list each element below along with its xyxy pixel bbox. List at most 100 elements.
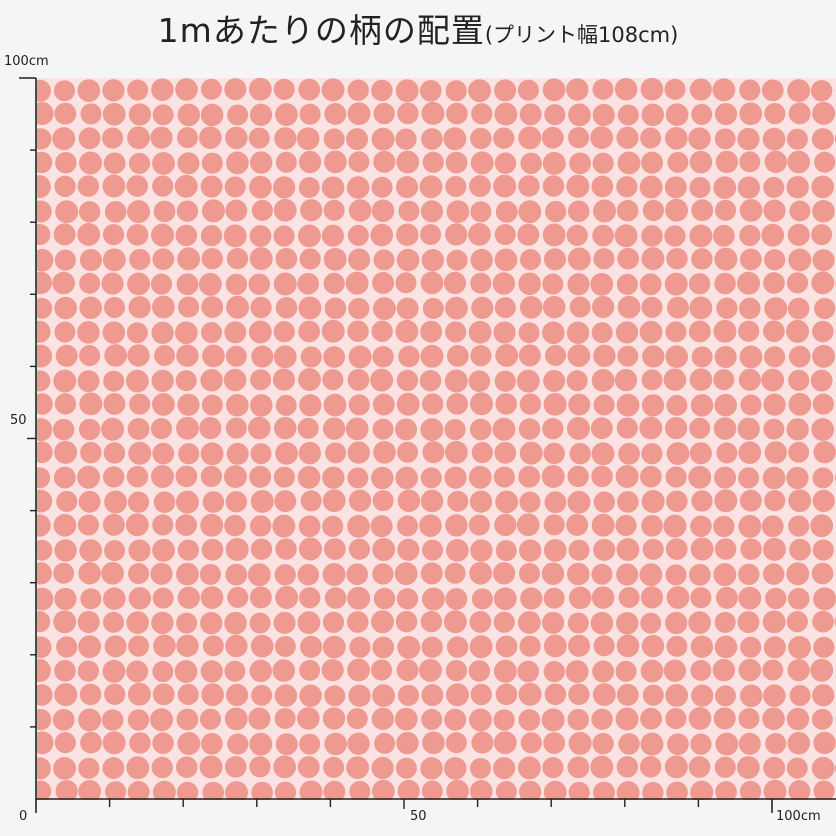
pattern-dot bbox=[591, 563, 613, 585]
pattern-dot bbox=[54, 249, 76, 271]
pattern-dot bbox=[324, 297, 347, 320]
pattern-dot bbox=[667, 733, 689, 756]
pattern-dot bbox=[126, 756, 150, 780]
pattern-dot bbox=[322, 563, 346, 587]
pattern-dot bbox=[128, 103, 152, 126]
pattern-dot bbox=[738, 658, 762, 682]
pattern-dot bbox=[77, 465, 101, 489]
pattern-dot bbox=[761, 79, 784, 102]
pattern-dot bbox=[201, 538, 224, 561]
pattern-dot bbox=[346, 176, 370, 199]
pattern-dot bbox=[690, 635, 714, 658]
pattern-dot bbox=[543, 248, 567, 271]
pattern-dot bbox=[37, 489, 53, 513]
pattern-dot bbox=[297, 756, 320, 779]
pattern-dot bbox=[617, 151, 641, 175]
pattern-dot bbox=[471, 441, 493, 464]
pattern-dot bbox=[250, 538, 273, 560]
pattern-dot bbox=[813, 441, 836, 464]
pattern-dot bbox=[201, 683, 225, 707]
pattern-dot bbox=[691, 199, 714, 222]
pattern-dot bbox=[445, 151, 468, 174]
pattern-dot bbox=[395, 175, 419, 199]
pattern-dot bbox=[443, 271, 467, 295]
pattern-dot bbox=[713, 369, 735, 391]
pattern-dot bbox=[810, 369, 833, 392]
pattern-dot bbox=[813, 587, 836, 611]
pattern-dot bbox=[37, 200, 52, 223]
pattern-dot bbox=[544, 683, 567, 706]
pattern-dot bbox=[495, 490, 519, 514]
pattern-dot bbox=[639, 273, 662, 296]
pattern-dot bbox=[761, 368, 785, 392]
pattern-dot bbox=[79, 539, 103, 562]
pattern-dot bbox=[739, 151, 761, 173]
pattern-dot bbox=[227, 733, 249, 755]
pattern-dot bbox=[321, 78, 345, 102]
pattern-dot bbox=[347, 320, 369, 342]
pattern-dot bbox=[54, 296, 77, 320]
pattern-dot bbox=[347, 102, 371, 126]
pattern-dot bbox=[566, 370, 588, 392]
pattern-dot bbox=[299, 780, 323, 800]
pattern-dot bbox=[495, 781, 517, 800]
pattern-dot bbox=[346, 128, 369, 151]
pattern-dot bbox=[764, 150, 787, 174]
pattern-dot bbox=[127, 272, 151, 296]
pattern-dot bbox=[421, 708, 443, 731]
pattern-dot bbox=[371, 127, 395, 151]
pattern-dot bbox=[468, 79, 492, 103]
pattern-dot bbox=[223, 224, 247, 248]
pattern-dot bbox=[788, 515, 810, 537]
pattern-dot bbox=[468, 223, 491, 246]
pattern-dot bbox=[495, 200, 518, 223]
pattern-dot bbox=[446, 539, 469, 562]
pattern-dot bbox=[395, 418, 418, 441]
pattern-dot bbox=[371, 79, 393, 102]
title-subtitle: (プリント幅108cm) bbox=[484, 23, 679, 47]
pattern-dot bbox=[591, 513, 615, 537]
pattern-dot bbox=[323, 247, 347, 271]
pattern-dot bbox=[54, 175, 76, 198]
pattern-dot bbox=[152, 175, 174, 197]
pattern-dot bbox=[591, 175, 614, 198]
pattern-dot bbox=[591, 708, 613, 730]
pattern-dot bbox=[764, 441, 787, 464]
pattern-dot bbox=[714, 102, 738, 126]
pattern-dot bbox=[446, 200, 470, 224]
pattern-dot bbox=[102, 79, 125, 102]
pattern-dot bbox=[250, 296, 272, 319]
pattern-dot bbox=[470, 127, 492, 150]
pattern-dot bbox=[688, 563, 711, 586]
pattern-dot bbox=[177, 539, 199, 561]
pattern-dot bbox=[665, 345, 689, 369]
pattern-dot bbox=[495, 683, 518, 706]
pattern-dot bbox=[688, 320, 711, 343]
pattern-dot bbox=[664, 225, 686, 247]
pattern-dot bbox=[811, 271, 835, 295]
pattern-dot bbox=[250, 634, 274, 658]
pattern-dot bbox=[617, 104, 639, 126]
pattern-dot bbox=[53, 756, 76, 780]
pattern-dot bbox=[813, 780, 835, 800]
pattern-dot bbox=[275, 538, 297, 560]
pattern-dot bbox=[126, 175, 149, 197]
pattern-dot bbox=[567, 756, 590, 779]
pattern-dot bbox=[445, 588, 468, 610]
pattern-dot bbox=[812, 489, 835, 513]
pattern-dot bbox=[787, 297, 810, 320]
pattern-dot bbox=[347, 224, 369, 246]
pattern-dot bbox=[273, 321, 295, 343]
pattern-dot bbox=[518, 272, 541, 296]
pattern-dot bbox=[176, 708, 199, 731]
pattern-dot bbox=[519, 296, 543, 319]
pattern-dot bbox=[321, 659, 344, 682]
pattern-dot bbox=[127, 126, 150, 150]
pattern-dot bbox=[54, 440, 78, 464]
pattern-dot bbox=[152, 151, 175, 175]
pattern-dot bbox=[739, 345, 763, 369]
pattern-dot bbox=[199, 708, 222, 730]
pattern-dot bbox=[299, 248, 321, 270]
pattern-dot bbox=[592, 683, 616, 707]
pattern-dot bbox=[690, 659, 712, 681]
